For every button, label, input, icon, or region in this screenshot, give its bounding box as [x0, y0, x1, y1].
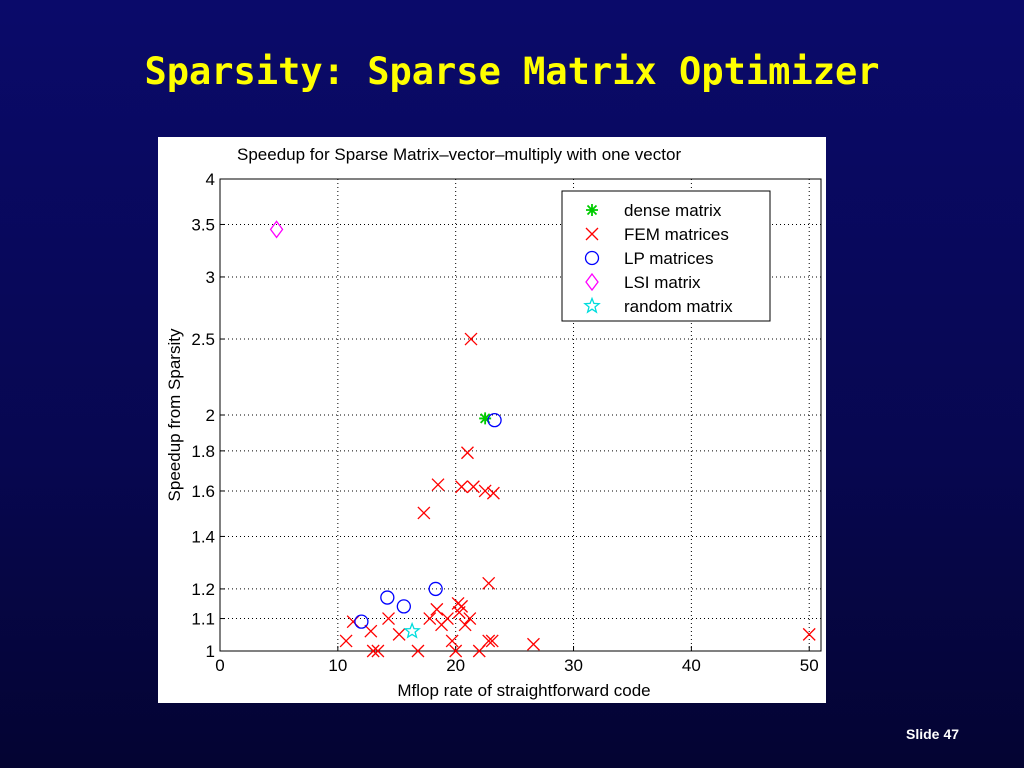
fem-matrices-point: [802, 627, 816, 641]
fem-matrices-point: [461, 446, 474, 460]
fem-matrices-point: [431, 478, 445, 492]
fem-matrices-point: [485, 634, 499, 648]
fem-matrices-point: [482, 634, 496, 648]
slide-number-label: Slide: [906, 726, 940, 742]
legend-box: [561, 190, 771, 322]
y-tick-label: 4: [206, 170, 215, 189]
x-tick-label: 40: [682, 656, 701, 675]
random-matrix-point: [403, 621, 421, 639]
lp-matrices-point: [487, 412, 502, 428]
legend-marker-fem-matrices: [585, 227, 599, 241]
fem-matrices-point: [527, 637, 540, 651]
legend-marker-dense-matrix: [586, 204, 598, 216]
y-tick-label: 1.6: [191, 482, 215, 501]
fem-matrices-point: [466, 480, 480, 494]
legend-label-dense-matrix: dense matrix: [624, 201, 722, 220]
y-tick-label: 1.4: [191, 527, 215, 546]
x-tick-label: 30: [564, 656, 583, 675]
fem-matrices-point: [371, 644, 385, 658]
tick-labels: 0 10 20 30 40 50 1 1.1 1.2 1.4 1.6 1.8 2 2.5 3 3.5 4: [191, 170, 818, 675]
lp-matrices-point: [380, 590, 395, 605]
y-tick-label: 1.2: [191, 580, 215, 599]
fem-matrices-point: [417, 506, 431, 520]
lp-matrices-point: [354, 614, 369, 629]
fem-matrices-point: [458, 618, 472, 632]
y-tick-label: 1.8: [191, 442, 215, 461]
legend-label-lsi-matrix: LSI matrix: [624, 273, 701, 292]
legend-label-fem-matrices: FEM matrices: [624, 225, 729, 244]
fem-matrices-point: [364, 624, 378, 638]
legend: dense matrix FEM matrices LP matrices LSI m…: [561, 190, 771, 322]
fem-matrices-point: [463, 612, 477, 626]
fem-matrices-point: [430, 602, 444, 616]
fem-matrices-point: [366, 644, 380, 658]
dense-matrix-point: [479, 412, 492, 425]
legend-marker-random-matrix: [583, 296, 601, 314]
slide-number-value: 47: [943, 726, 960, 742]
fem-matrices-point: [346, 615, 360, 629]
fem-matrices-point: [455, 480, 469, 494]
lp-matrices-point: [428, 581, 443, 597]
fem-matrices-point: [478, 484, 492, 498]
x-tick-label: 10: [328, 656, 347, 675]
y-tick-label: 3.5: [191, 215, 215, 234]
slide-title: Sparsity: Sparse Matrix Optimizer: [144, 50, 880, 93]
legend-marker-lsi-matrix: [585, 272, 599, 292]
data-points: [269, 220, 816, 658]
fem-matrices-point: [482, 576, 496, 590]
fem-matrices-point: [449, 644, 463, 658]
legend-label-random-matrix: random matrix: [624, 297, 733, 316]
y-tick-label: 1.1: [191, 610, 215, 629]
x-tick-label: 0: [215, 656, 224, 675]
lp-matrices-point: [396, 599, 411, 614]
y-tick-label: 3: [206, 268, 215, 287]
x-tick-label: 20: [446, 656, 465, 675]
fem-matrices-point: [445, 634, 459, 648]
fem-matrices-point: [423, 612, 437, 626]
lsi-matrix-point: [269, 220, 284, 239]
fem-matrices-point: [452, 605, 466, 619]
fem-matrices-point: [440, 612, 454, 626]
y-tick-label: 2.5: [191, 330, 215, 349]
fem-matrices-point: [339, 634, 353, 648]
legend-marker-lp-matrices: [584, 250, 600, 266]
slide-number: Slide 47: [906, 726, 963, 742]
fem-matrices-point: [392, 627, 406, 641]
chart-title: Speedup for Sparse Matrix–vector–multipl…: [237, 145, 681, 164]
legend-label-lp-matrices: LP matrices: [624, 249, 713, 268]
chart-panel: Speedup for Sparse Matrix–vector–multipl…: [158, 137, 826, 703]
x-axis-label: Mflop rate of straightforward code: [397, 681, 650, 700]
fem-matrices-point: [411, 644, 425, 658]
fem-matrices-point: [382, 612, 395, 626]
y-tick-label: 2: [206, 406, 215, 425]
y-tick-label: 1: [206, 642, 215, 661]
x-tick-label: 50: [800, 656, 819, 675]
scatter-chart: Speedup for Sparse Matrix–vector–multipl…: [165, 145, 822, 700]
fem-matrices-point: [464, 332, 478, 346]
fem-matrices-point: [486, 486, 500, 500]
y-axis-label: Speedup from Sparsity: [165, 328, 184, 501]
